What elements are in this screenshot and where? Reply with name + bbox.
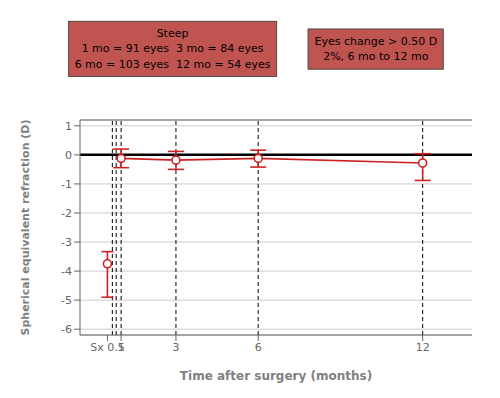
svg-text:6: 6 (255, 341, 262, 354)
svg-text:Spherical equivalent refractio: Spherical equivalent refraction (D) (19, 120, 32, 336)
svg-text:12: 12 (416, 341, 430, 354)
html-text:6 mo = 103 eyes 12 mo = 54 eye: 6 mo = 103 eyes 12 mo = 54 eyes (74, 57, 271, 71)
svg-text:-1: -1 (61, 178, 72, 191)
svg-text:1: 1 (118, 341, 125, 354)
svg-text:-4: -4 (61, 265, 72, 278)
svg-text:-3: -3 (61, 236, 72, 249)
svg-text:-5: -5 (61, 294, 72, 307)
svg-text:3: 3 (172, 341, 179, 354)
svg-text:Sx 0.5: Sx 0.5 (90, 341, 124, 354)
svg-text:1: 1 (65, 120, 72, 133)
svg-text:-6: -6 (61, 323, 72, 336)
html-text:Steep: Steep (156, 26, 189, 40)
html-text:Eyes change > 0.50 D: Eyes change > 0.50 D (314, 34, 438, 48)
html-text:2%, 6 mo to 12 mo: 2%, 6 mo to 12 mo (323, 50, 429, 63)
svg-text:0: 0 (65, 149, 72, 162)
svg-text:-2: -2 (61, 207, 72, 220)
svg-text:Time after surgery (months): Time after surgery (months) (180, 369, 372, 383)
html-text:1 mo = 91 eyes 3 mo = 84 eyes: 1 mo = 91 eyes 3 mo = 84 eyes (81, 42, 264, 56)
